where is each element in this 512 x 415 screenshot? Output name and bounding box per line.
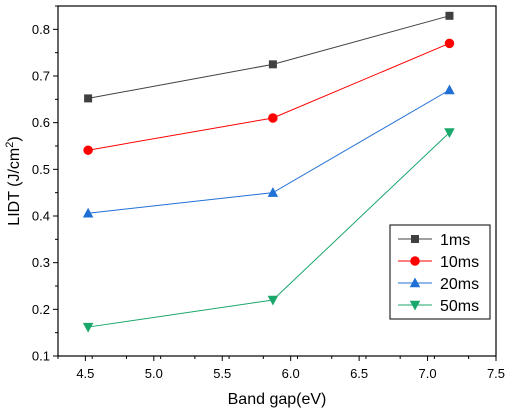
x-tick-label: 4.5 [76,366,94,381]
y-tick-label: 0.7 [32,69,50,84]
y-tick-label: 0.1 [32,349,50,364]
y-axis-title-close: ) [6,136,23,141]
data-point [444,128,455,138]
series-line [88,89,450,214]
data-point [267,295,279,306]
legend-label: 50ms [440,298,479,315]
plot-area [57,5,497,357]
data-point [84,94,93,103]
x-tick-label: 5.0 [145,366,163,381]
series-line [88,15,450,99]
legend-label: 1ms [440,232,470,249]
series-20ms [82,84,455,218]
x-tick-label: 5.5 [213,366,231,381]
y-tick-label: 0.3 [32,255,50,270]
x-tick-label: 7.5 [487,366,505,381]
x-tick-label: 6.0 [282,366,300,381]
legend-marker [409,277,421,288]
data-point [268,113,278,123]
x-tick-label: 7.0 [419,366,437,381]
legend-marker [411,235,419,243]
data-point [267,187,279,197]
legend-item: 20ms [398,276,479,293]
y-tick-label: 0.2 [32,302,50,317]
legend-item: 50ms [398,298,479,315]
series-1ms [84,11,454,103]
legend-item: 10ms [398,254,479,271]
y-axis-title-main: LIDT (J/cm [6,148,23,226]
data-point [82,207,94,218]
data-point [268,60,277,69]
series-10ms [83,38,455,155]
data-point [82,322,94,333]
y-tick-label: 0.8 [32,22,50,37]
legend-label: 10ms [440,254,479,271]
series-line [88,42,450,151]
legend-item: 1ms [398,232,470,249]
data-point [445,11,454,20]
y-tick-label: 0.4 [32,209,50,224]
y-tick-label: 0.5 [32,162,50,177]
x-axis-title: Band gap(eV) [228,391,327,408]
y-tick-label: 0.6 [32,115,50,130]
legend-marker [409,300,421,311]
x-tick-label: 6.5 [350,366,368,381]
y-axis-title-superscript: 2 [4,142,16,148]
legend-marker [410,256,420,266]
legend-box [389,224,491,320]
y-axis-title: LIDT (J/cm2) [4,136,23,225]
series-50ms [82,128,455,333]
legend-label: 20ms [440,276,479,293]
data-point [444,84,455,95]
data-point [444,38,455,49]
data-point [83,145,93,155]
legend: 1ms 10ms 20ms 50ms [389,224,491,320]
